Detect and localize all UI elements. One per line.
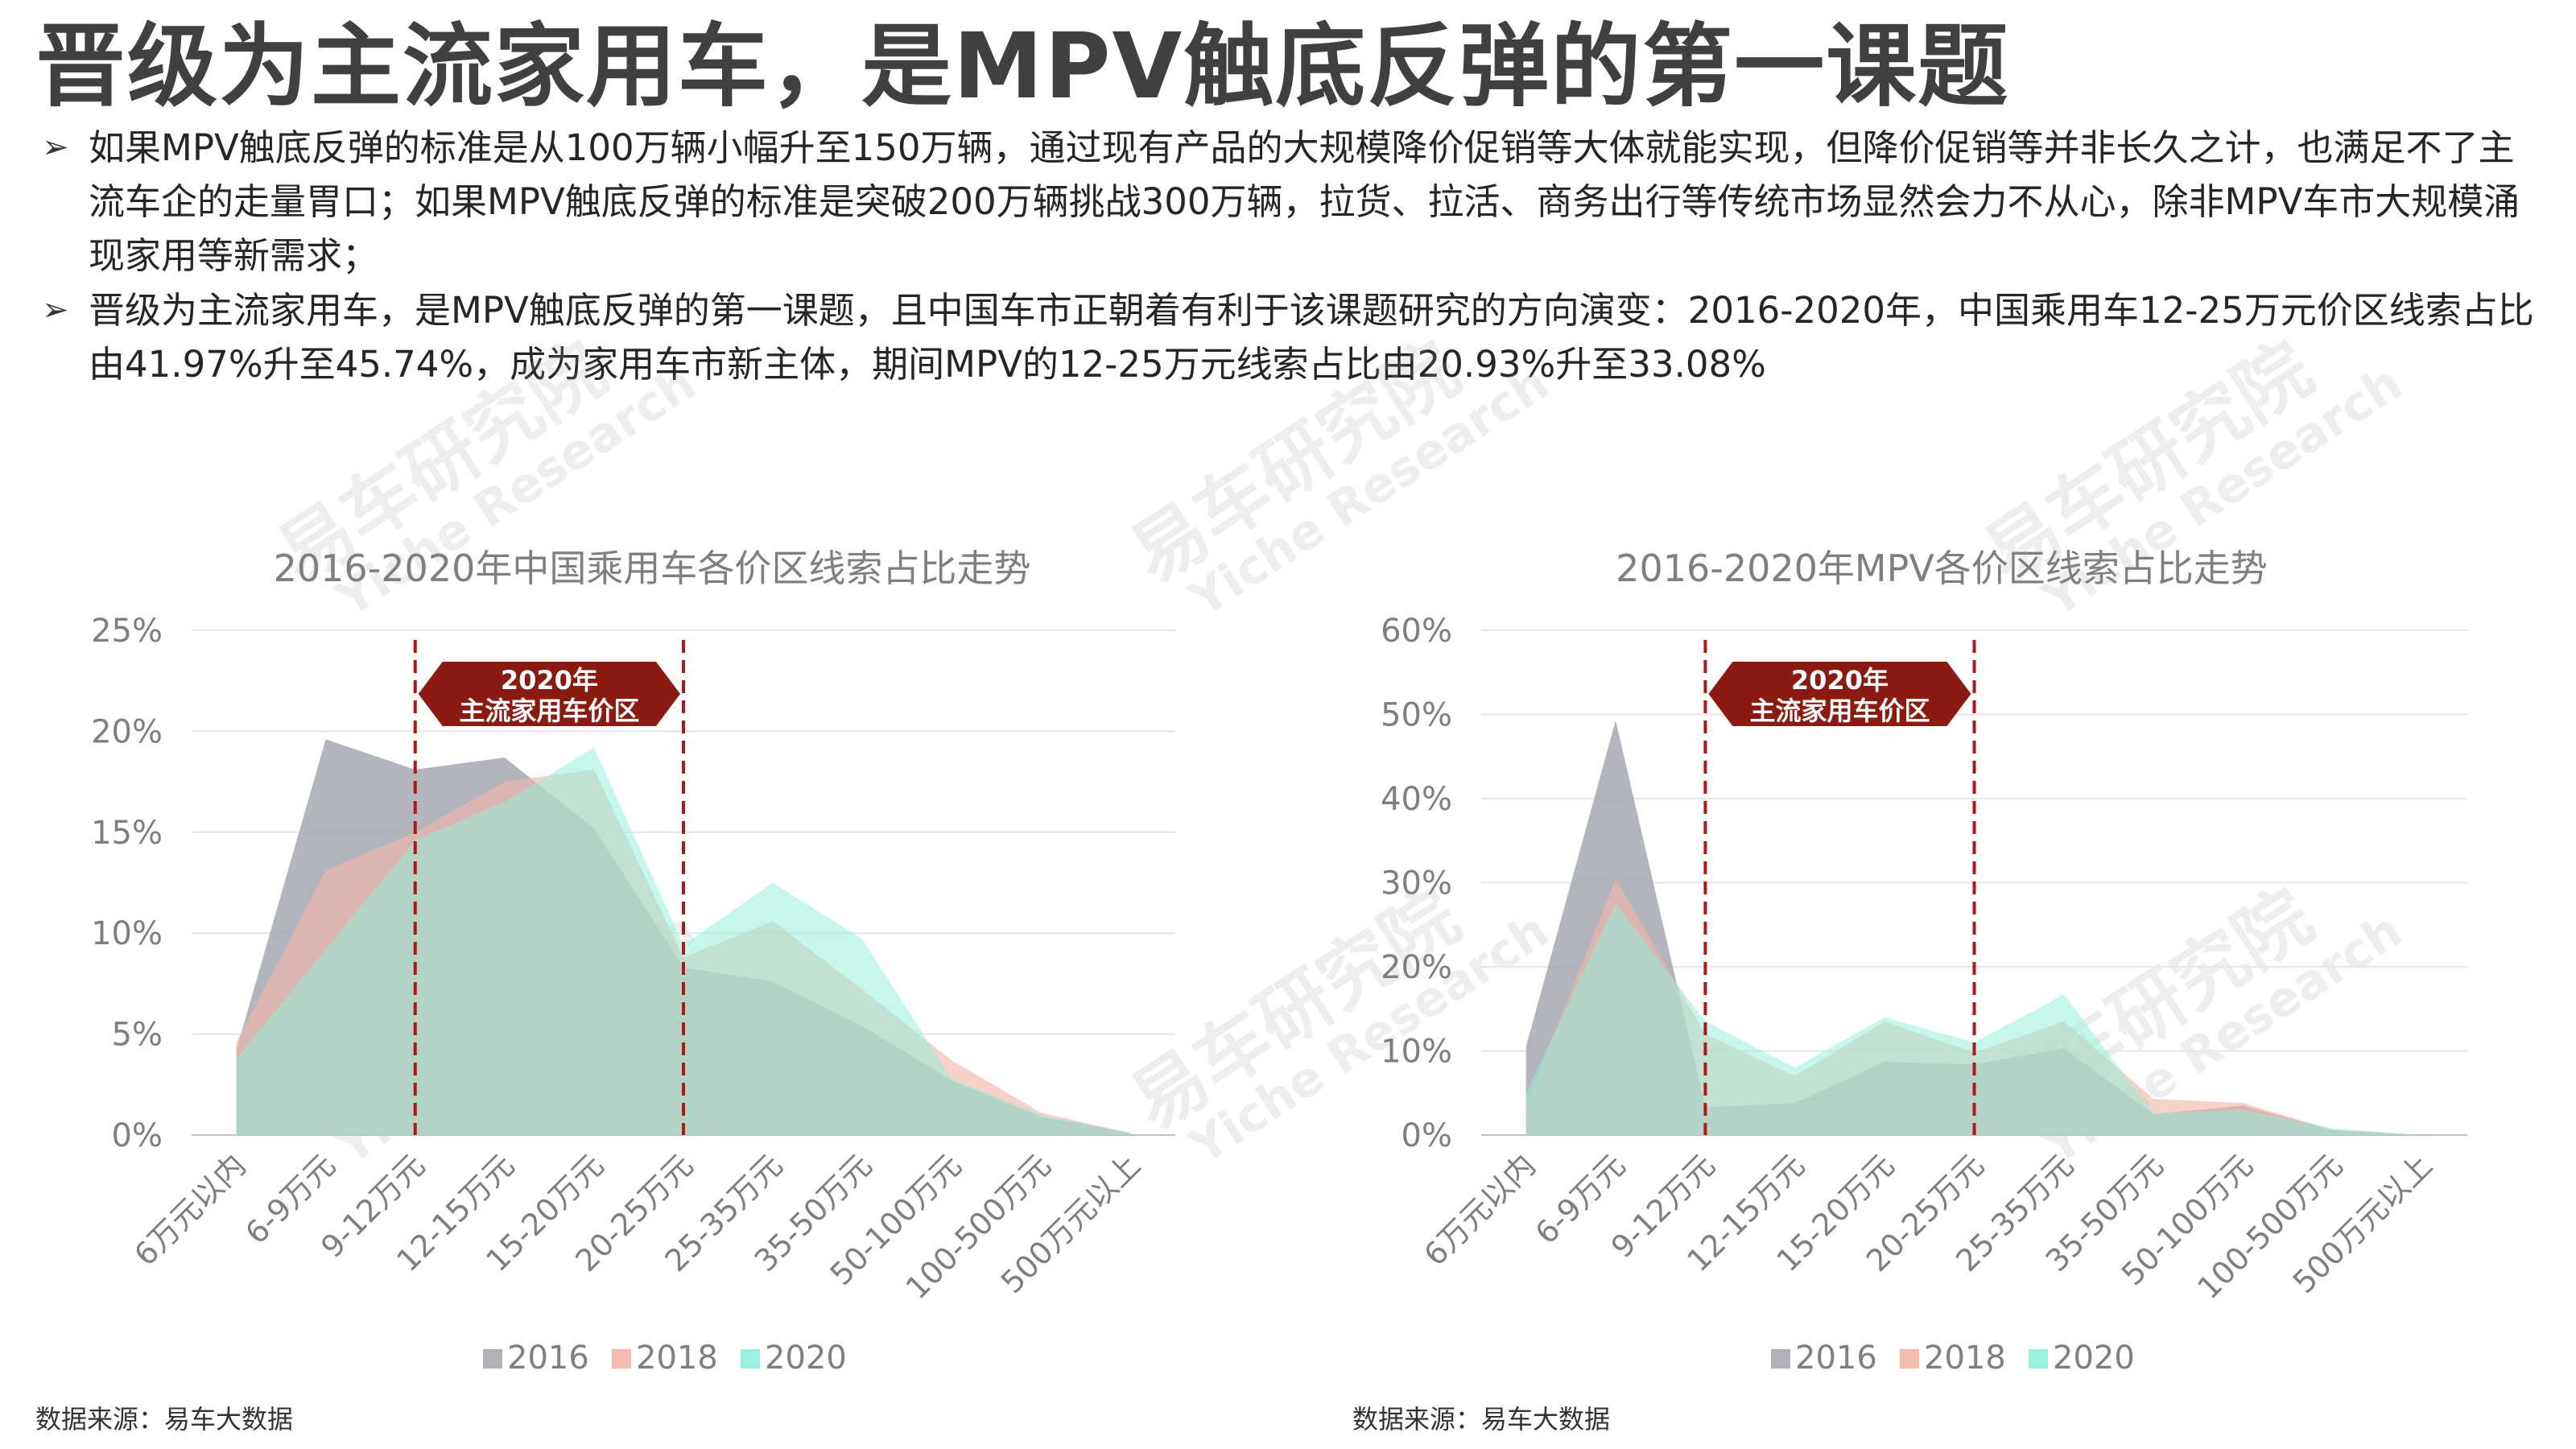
highlight-label-segment: 主流家用车价区 — [1749, 696, 1930, 726]
y-tick-label: 0% — [112, 1117, 163, 1154]
highlight-banner — [418, 662, 680, 726]
data-source-right: 数据来源：易车大数据 — [1352, 1404, 1611, 1435]
legend-label: 2020 — [2053, 1340, 2135, 1377]
x-tick-label: 6万元以内 — [1417, 1147, 1542, 1273]
legend-swatch-2020 — [741, 1349, 760, 1368]
legend-label: 2016 — [1795, 1340, 1877, 1377]
y-tick-label: 10% — [91, 915, 163, 952]
legend-swatch-2018 — [1900, 1349, 1919, 1368]
y-tick-label: 60% — [1381, 613, 1452, 650]
legend-swatch-2018 — [612, 1349, 631, 1368]
legend-label: 2018 — [1924, 1340, 2006, 1377]
legend-label: 2018 — [636, 1340, 718, 1377]
y-tick-label: 30% — [1381, 865, 1452, 902]
bullet-text: 晋级为主流家用车，是MPV触底反弹的第一课题，且中国车市正朝着有利于该课题研究的… — [89, 289, 2534, 386]
legend-label: 2020 — [765, 1340, 847, 1377]
y-tick-label: 25% — [91, 613, 163, 650]
chart-title: 2016-2020年中国乘用车各价区线索占比走势 — [274, 547, 1031, 590]
highlight-label-segment: 主流家用车价区 — [459, 696, 639, 726]
page-title: 晋级为主流家用车，是MPV触底反弹的第一课题 — [35, 14, 2010, 119]
arrow-bullet-icon: ➢ — [42, 129, 69, 166]
legend-swatch-2020 — [2029, 1349, 2048, 1368]
y-tick-label: 20% — [91, 713, 163, 750]
bullet-item: ➢ 晋级为主流家用车，是MPV触底反弹的第一课题，且中国车市正朝着有利于该课题研… — [42, 283, 2545, 391]
series-area-2020 — [1525, 903, 2423, 1135]
data-source-left: 数据来源：易车大数据 — [35, 1404, 294, 1435]
legend-label: 2016 — [507, 1340, 589, 1377]
y-tick-label: 15% — [91, 815, 163, 852]
y-tick-label: 5% — [112, 1017, 163, 1054]
legend-swatch-2016 — [483, 1349, 502, 1368]
y-tick-label: 10% — [1381, 1034, 1452, 1071]
x-tick-label: 6万元以内 — [127, 1147, 253, 1273]
legend-swatch-2016 — [1771, 1349, 1790, 1368]
bullet-text: 如果MPV触底反弹的标准是从100万辆小幅升至150万辆，通过现有产品的大规模降… — [89, 126, 2520, 277]
chart-title: 2016-2020年MPV各价区线索占比走势 — [1616, 547, 2268, 590]
highlight-banner — [1708, 662, 1971, 726]
bullet-item: ➢ 如果MPV触底反弹的标准是从100万辆小幅升至150万辆，通过现有产品的大规… — [42, 121, 2545, 283]
y-tick-label: 20% — [1381, 949, 1452, 986]
chart-2: 2016-2020年MPV各价区线索占比走势 0% 10% 20% 30% 40% 50% 6… — [1381, 547, 2467, 1377]
series-area-2020 — [236, 747, 1131, 1135]
y-tick-label: 50% — [1381, 697, 1452, 734]
chart-1: 2016-2020年中国乘用车各价区线索占比走势 0% 5% 10% 15% 20% 25%… — [91, 547, 1175, 1377]
y-tick-label: 40% — [1381, 781, 1452, 818]
highlight-label-year: 2020年 — [1791, 665, 1889, 696]
arrow-bullet-icon: ➢ — [42, 291, 69, 328]
y-tick-label: 0% — [1402, 1117, 1452, 1154]
highlight-label-year: 2020年 — [501, 665, 598, 696]
